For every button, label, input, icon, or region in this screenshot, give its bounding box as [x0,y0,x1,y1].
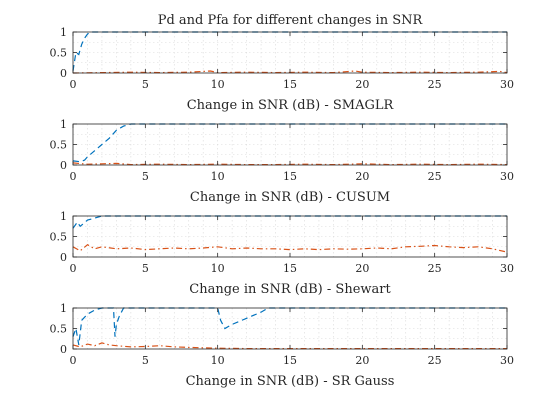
y-tick-label: 0.5 [50,231,68,244]
y-tick-label: 0.5 [50,139,68,152]
y-tick-label: 0.5 [50,323,68,336]
x-tick-label: 25 [428,170,442,183]
x-tick-label: 0 [70,78,77,91]
y-tick-label: 0 [60,159,67,172]
x-tick-label: 30 [500,262,514,275]
subplot-1: 0 5 10 15 20 25 30 0 0.5 1 Change in SNR (dB) - SM… [50,26,515,113]
x-tick-label: 10 [211,354,225,367]
x-tick-label: 5 [142,78,149,91]
figure-title: Pd and Pfa for different changes in SNR [158,13,424,28]
x-axis-label: Change in SNR (dB) - SMAGLR [187,98,395,113]
x-tick-label: 30 [500,170,514,183]
x-tick-label: 0 [70,170,77,183]
x-tick-label: 10 [211,78,225,91]
x-tick-label: 15 [283,354,297,367]
series-line-pfa [72,70,508,74]
x-tick-label: 15 [283,262,297,275]
subplot-2: 0 5 10 15 20 25 30 0 0.5 1 Change in SNR (dB) - CU… [50,118,515,205]
subplot-4: 0 5 10 15 20 25 30 0 0.5 1 Change in SNR (dB) - SR… [50,302,515,389]
x-tick-label: 20 [355,78,369,91]
x-tick-label: 5 [142,262,149,275]
y-tick-label: 1 [60,118,67,131]
x-tick-label: 20 [355,354,369,367]
x-tick-label: 30 [500,354,514,367]
series-line-pd [72,307,507,346]
x-tick-label: 0 [70,262,77,275]
y-tick-label: 0 [60,67,67,80]
x-tick-label: 15 [283,78,297,91]
y-tick-label: 1 [60,302,67,315]
x-axis-label: Change in SNR (dB) - Shewart [189,282,391,297]
x-tick-label: 25 [428,262,442,275]
x-axis-label: Change in SNR (dB) - CUSUM [190,190,390,205]
x-tick-label: 5 [142,170,149,183]
y-tick-label: 1 [60,26,67,39]
y-tick-label: 0 [60,343,67,356]
x-tick-label: 20 [355,170,369,183]
y-tick-label: 1 [60,210,67,223]
y-tick-label: 0 [60,251,67,264]
x-tick-label: 10 [211,262,225,275]
x-tick-label: 5 [142,354,149,367]
x-tick-label: 25 [428,354,442,367]
x-tick-label: 0 [70,354,77,367]
series-line-pfa [72,243,508,253]
series-line-pd [72,123,507,163]
series-line-pd [72,215,507,229]
y-tick-label: 0.5 [50,47,68,60]
subplot-3: 0 5 10 15 20 25 30 0 0.5 1 Change in SNR (dB) - Sh… [50,210,515,297]
series-line-pfa [72,162,508,166]
x-axis-label: Change in SNR (dB) - SR Gauss [186,374,395,389]
x-tick-label: 10 [211,170,225,183]
x-tick-label: 20 [355,262,369,275]
x-tick-label: 15 [283,170,297,183]
x-tick-label: 30 [500,78,514,91]
x-tick-label: 25 [428,78,442,91]
